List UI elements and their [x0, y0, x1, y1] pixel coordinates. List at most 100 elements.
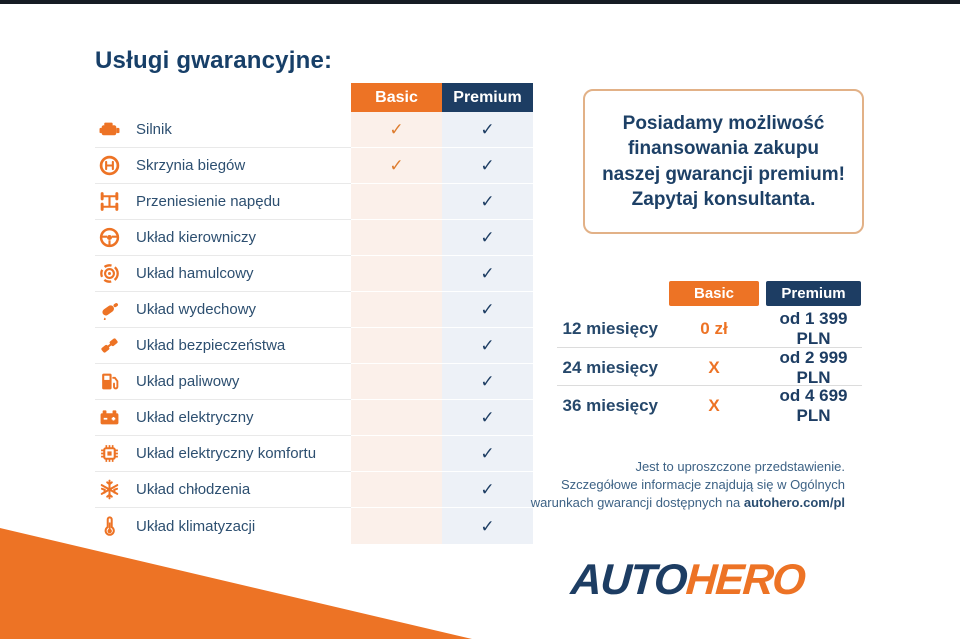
premium-checkmark: ✓ [480, 120, 495, 139]
service-row-label-cell: Układ bezpieczeństwa [95, 328, 351, 364]
orange-corner-triangle [0, 528, 472, 639]
snowflake-icon [99, 479, 120, 500]
pricing-table-body: 12 miesięcy 0 zł od 1 399 PLN 24 miesięc… [557, 309, 862, 425]
service-row-label-cell: Przeniesienie napędu [95, 184, 351, 220]
pricing-header-basic: Basic [669, 281, 759, 306]
premium-cell: ✓ [442, 184, 533, 220]
premium-cell: ✓ [442, 436, 533, 472]
service-row-label-cell: Układ wydechowy [95, 292, 351, 328]
basic-checkmark: ✓ [389, 120, 404, 139]
basic-cell [351, 328, 442, 364]
seatbelt-icon [99, 335, 120, 356]
brake-disc-icon [99, 263, 120, 284]
service-label: Przeniesienie napędu [136, 193, 281, 210]
premium-checkmark: ✓ [480, 192, 495, 211]
basic-price: X [708, 396, 720, 415]
premium-cell: ✓ [442, 472, 533, 508]
column-header-premium: Premium [442, 83, 533, 112]
page-title: Usługi gwarancyjne: [95, 47, 333, 74]
premium-checkmark: ✓ [480, 516, 495, 536]
disclaimer-line2: Szczegółowe informacje znajdują się w Og… [561, 476, 845, 492]
steering-wheel-icon [99, 227, 120, 248]
pricing-row: 24 miesięcy X od 2 999 PLN [557, 347, 862, 387]
autohero-logo: AUTOHERO [569, 556, 806, 605]
exhaust-icon [99, 299, 120, 320]
gearbox-icon [99, 155, 120, 176]
premium-cell: ✓ [442, 328, 533, 364]
disclaimer-line1: Jest to uproszczone przedstawienie. [635, 459, 845, 474]
pricing-table: Basic Premium 12 miesięcy 0 zł od 1 399 … [557, 281, 862, 425]
service-label: Układ elektryczny [136, 409, 254, 426]
basic-price: X [708, 358, 720, 377]
term-label: 12 miesięcy [562, 319, 658, 338]
pricing-header-spacer [557, 281, 662, 306]
service-row-label-cell: Silnik [95, 112, 351, 148]
basic-cell [351, 184, 442, 220]
basic-cell [351, 400, 442, 436]
service-label: Układ elektryczny komfortu [136, 445, 317, 462]
basic-cell [351, 436, 442, 472]
basic-cell [351, 292, 442, 328]
service-row-label-cell: Układ hamulcowy [95, 256, 351, 292]
service-label: Skrzynia biegów [136, 157, 246, 174]
premium-price: od 4 699 PLN [779, 386, 848, 425]
premium-cell: ✓ [442, 148, 533, 184]
premium-checkmark: ✓ [480, 408, 495, 427]
service-label: Układ chłodzenia [136, 481, 251, 498]
service-row: Układ elektryczny ✓ [95, 400, 533, 436]
premium-checkmark: ✓ [480, 336, 495, 355]
basic-cell [351, 256, 442, 292]
basic-cell [351, 472, 442, 508]
logo-auto-part: AUTO [569, 556, 688, 604]
service-label: Układ hamulcowy [136, 265, 254, 282]
service-label: Silnik [136, 121, 172, 138]
drivetrain-icon [99, 191, 120, 212]
promo-text: Posiadamy możliwość finansowania zakupu … [602, 112, 845, 210]
pricing-row: 12 miesięcy 0 zł od 1 399 PLN [557, 309, 862, 348]
premium-price: od 1 399 PLN [779, 309, 848, 348]
autohero-url: autohero.com/pl [743, 494, 845, 510]
service-row: Układ wydechowy ✓ [95, 292, 533, 328]
basic-checkmark: ✓ [389, 156, 404, 175]
header-spacer [95, 83, 351, 112]
basic-cell [351, 220, 442, 256]
services-table-header: Basic Premium [95, 83, 533, 112]
services-table: Basic Premium Silnik ✓ ✓ Skrzynia biegów… [95, 83, 533, 544]
service-label: Układ wydechowy [136, 301, 257, 318]
disclaimer-line3: warunkach gwarancji dostępnych na [530, 494, 744, 510]
service-row: Układ paliwowy ✓ [95, 364, 533, 400]
fuel-pump-icon [99, 371, 120, 392]
premium-cell: ✓ [442, 400, 533, 436]
service-row-label-cell: Skrzynia biegów [95, 148, 351, 184]
service-row: Układ chłodzenia ✓ [95, 472, 533, 508]
premium-cell: ✓ [442, 256, 533, 292]
column-header-basic: Basic [351, 83, 442, 112]
premium-cell: ✓ [442, 292, 533, 328]
service-row-label-cell: Układ elektryczny komfortu [95, 436, 351, 472]
premium-cell: ✓ [442, 220, 533, 256]
service-label: Układ bezpieczeństwa [136, 337, 286, 354]
basic-cell: ✓ [351, 112, 442, 148]
basic-price: 0 zł [700, 319, 728, 338]
service-row: Układ bezpieczeństwa ✓ [95, 328, 533, 364]
service-row: Układ elektryczny komfortu ✓ [95, 436, 533, 472]
pricing-header-premium: Premium [766, 281, 861, 306]
premium-checkmark: ✓ [480, 372, 495, 391]
service-label: Układ paliwowy [136, 373, 240, 390]
premium-cell: ✓ [442, 364, 533, 400]
premium-checkmark: ✓ [480, 264, 495, 283]
service-row: Układ hamulcowy ✓ [95, 256, 533, 292]
disclaimer: Jest to uproszczone przedstawienie. Szcz… [460, 458, 845, 512]
service-row: Układ kierowniczy ✓ [95, 220, 533, 256]
premium-price: od 2 999 PLN [779, 348, 848, 387]
basic-cell [351, 364, 442, 400]
premium-checkmark: ✓ [480, 156, 495, 175]
service-row-label-cell: Układ elektryczny [95, 400, 351, 436]
battery-icon [99, 407, 120, 428]
service-row-label-cell: Układ paliwowy [95, 364, 351, 400]
chip-icon [99, 443, 120, 464]
premium-checkmark: ✓ [480, 228, 495, 247]
logo-hero-part: HERO [684, 556, 806, 604]
top-border-strip [0, 0, 960, 4]
